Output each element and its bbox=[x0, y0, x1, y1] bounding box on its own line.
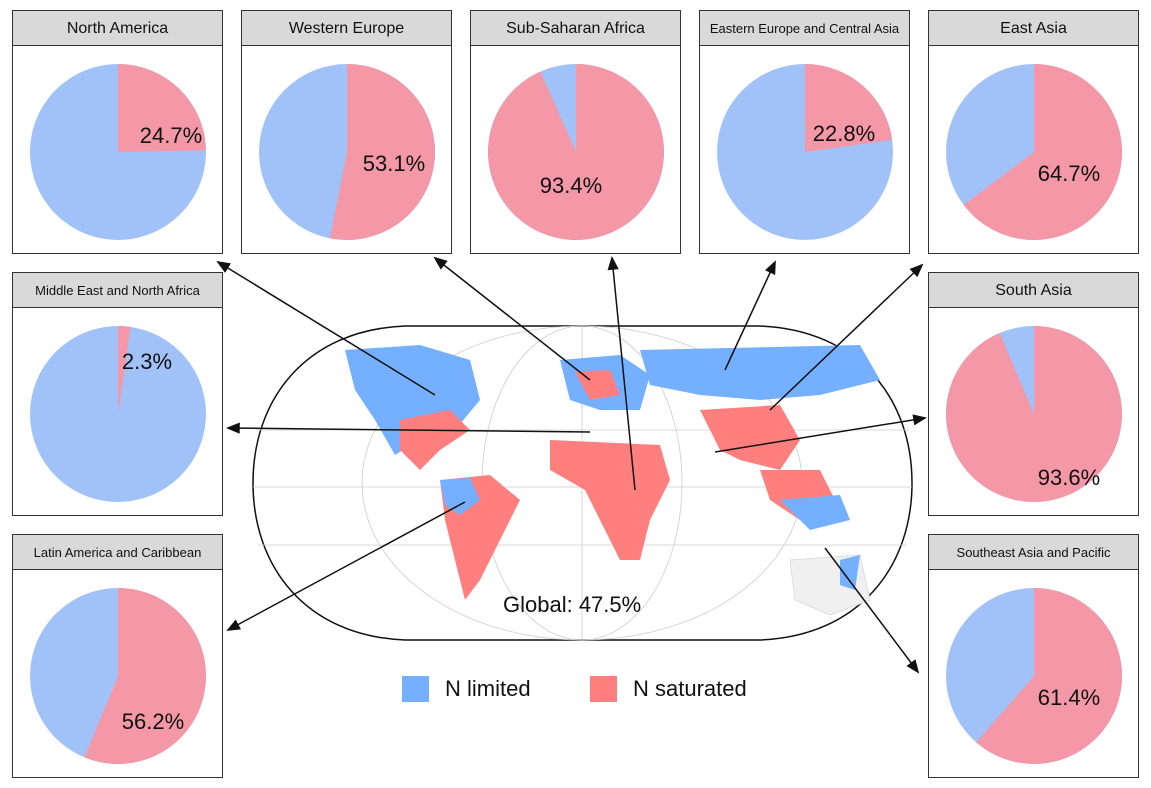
pie-panel-east-asia: East Asia 64.7% bbox=[928, 10, 1139, 254]
pie-slice-n-saturated bbox=[946, 326, 1122, 502]
pie-slice-n-saturated bbox=[84, 588, 206, 764]
arrow-line bbox=[714, 417, 926, 453]
legend-label: N limited bbox=[445, 676, 531, 701]
pie-panel-eastern-europe-and-central-asia: Eastern Europe and Central Asia 22.8% bbox=[699, 10, 910, 254]
pie-slice-n-saturated bbox=[488, 64, 664, 240]
legend-swatch bbox=[590, 676, 617, 702]
pie-data-label: 53.1% bbox=[363, 151, 425, 176]
panel-title: Western Europe bbox=[242, 11, 451, 46]
panel-title: North America bbox=[13, 11, 222, 46]
arrow-head-icon bbox=[764, 260, 776, 276]
panel-title: Latin America and Caribbean bbox=[13, 535, 222, 570]
pie-slice-n-saturated bbox=[976, 588, 1122, 764]
arrow-line bbox=[227, 501, 466, 631]
panel-title: South Asia bbox=[929, 273, 1138, 308]
arrow-head-icon bbox=[226, 422, 240, 434]
arrow-line bbox=[217, 261, 436, 396]
legend-label: N saturated bbox=[633, 676, 747, 701]
legend-item-n-limited: N limited bbox=[402, 676, 531, 702]
legend-swatch bbox=[402, 676, 429, 702]
pie-panel-middle-east-and-north-africa: Middle East and North Africa 2.3% bbox=[12, 272, 223, 516]
pie-data-label: 22.8% bbox=[813, 121, 875, 146]
panel-title: Middle East and North Africa bbox=[13, 273, 222, 308]
pie-data-label: 24.7% bbox=[140, 123, 202, 148]
pie-slice-n-saturated bbox=[329, 64, 435, 240]
arrow-line bbox=[611, 257, 636, 491]
arrows bbox=[216, 256, 927, 674]
pie-panel-western-europe: Western Europe 53.1% bbox=[241, 10, 452, 254]
arrow-line bbox=[769, 264, 923, 411]
arrow-head-icon bbox=[226, 619, 242, 631]
panel-title: Eastern Europe and Central Asia bbox=[700, 11, 909, 46]
arrow-line bbox=[724, 261, 776, 371]
legend-item-n-saturated: N saturated bbox=[590, 676, 747, 702]
arrow-head-icon bbox=[216, 260, 231, 273]
pie-panel-southeast-asia-and-pacific: Southeast Asia and Pacific 61.4% bbox=[928, 534, 1139, 778]
pie-slice-n-saturated bbox=[963, 64, 1122, 240]
arrow-head-icon bbox=[433, 256, 448, 270]
pie-slice-n-saturated bbox=[118, 326, 131, 414]
pie-data-label: 56.2% bbox=[122, 709, 184, 734]
pie-panel-sub-saharan-africa: Sub-Saharan Africa 93.4% bbox=[470, 10, 681, 254]
arrow-head-icon bbox=[912, 414, 927, 426]
panel-title: Sub-Saharan Africa bbox=[471, 11, 680, 46]
pie-slice-n-saturated bbox=[118, 64, 206, 152]
arrow-head-icon bbox=[906, 659, 920, 674]
arrow-line bbox=[824, 547, 919, 673]
arrow-line bbox=[434, 257, 591, 381]
land-areas bbox=[345, 345, 880, 616]
panel-title: Southeast Asia and Pacific bbox=[929, 535, 1138, 570]
global-label: Global: 47.5% bbox=[503, 592, 642, 617]
pie-panel-south-asia: South Asia 93.6% bbox=[928, 272, 1139, 516]
pie-data-label: 2.3% bbox=[122, 349, 172, 374]
pie-data-label: 61.4% bbox=[1038, 685, 1100, 710]
pie-panel-north-america: North America 24.7% bbox=[12, 10, 223, 254]
pie-slice-n-saturated bbox=[805, 64, 893, 152]
pie-data-label: 64.7% bbox=[1038, 161, 1100, 186]
arrow-head-icon bbox=[909, 263, 924, 278]
pie-data-label: 93.4% bbox=[540, 173, 602, 198]
arrow-head-icon bbox=[607, 256, 619, 271]
pie-panel-latin-america-and-caribbean: Latin America and Caribbean 56.2% bbox=[12, 534, 223, 778]
pie-data-label: 93.6% bbox=[1038, 465, 1100, 490]
panel-title: East Asia bbox=[929, 11, 1138, 46]
arrow-line bbox=[227, 427, 591, 433]
